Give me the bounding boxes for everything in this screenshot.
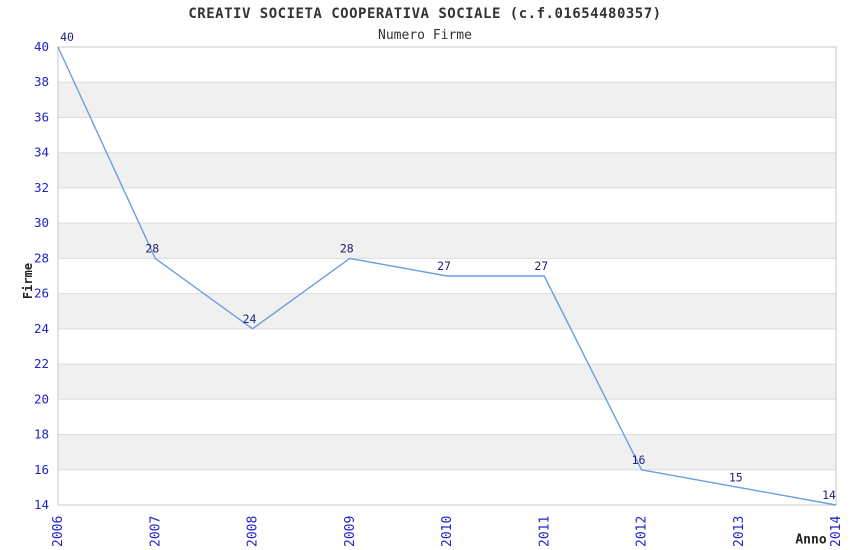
x-tick-label: 2010 xyxy=(440,516,455,547)
x-tick-label: 2007 xyxy=(148,516,163,547)
data-point-label: 15 xyxy=(729,470,743,484)
plot-band xyxy=(58,223,836,259)
chart-subtitle: Numero Firme xyxy=(378,28,472,43)
plot-band xyxy=(58,293,836,329)
plot-band xyxy=(58,82,836,118)
x-tick-label: 2012 xyxy=(635,516,650,547)
plot-band xyxy=(58,364,836,400)
y-tick-label: 22 xyxy=(34,356,49,371)
y-tick-label: 14 xyxy=(34,497,49,512)
plot-band xyxy=(58,152,836,188)
data-point-label: 27 xyxy=(437,259,451,273)
y-tick-label: 30 xyxy=(34,215,49,230)
x-tick-label: 2006 xyxy=(51,516,66,547)
y-tick-label: 32 xyxy=(34,180,49,195)
series-line xyxy=(57,46,837,506)
y-tick-label: 38 xyxy=(34,74,49,89)
x-tick-label: 2008 xyxy=(246,516,261,547)
data-point-label: 28 xyxy=(340,241,354,255)
y-tick-label: 16 xyxy=(34,462,49,477)
y-axis-label: Firme xyxy=(21,262,35,300)
data-point-label: 14 xyxy=(822,488,836,502)
y-tick-label: 24 xyxy=(34,321,49,336)
x-tick-label: 2011 xyxy=(537,516,552,547)
y-tick-label: 34 xyxy=(34,145,49,160)
data-point-label: 24 xyxy=(243,312,257,326)
data-point-label: 16 xyxy=(632,453,646,467)
y-tick-label: 20 xyxy=(34,391,49,406)
x-tick-label: 2014 xyxy=(829,516,844,547)
y-tick-label: 18 xyxy=(34,427,49,442)
plot-band xyxy=(58,434,836,470)
x-tick-label: 2013 xyxy=(732,516,747,547)
y-tick-label: 40 xyxy=(34,39,49,54)
y-tick-label: 36 xyxy=(34,109,49,124)
data-point-label: 27 xyxy=(534,259,548,273)
y-tick-label: 26 xyxy=(34,286,49,301)
x-tick-label: 2009 xyxy=(343,516,358,547)
x-axis-label: Anno xyxy=(795,532,827,548)
data-point-label: 28 xyxy=(145,241,159,255)
y-tick-label: 28 xyxy=(34,250,49,265)
chart-title: CREATIV SOCIETA COOPERATIVA SOCIALE (c.f… xyxy=(188,6,662,22)
data-point-label: 40 xyxy=(60,30,74,44)
plot-border xyxy=(57,46,837,506)
